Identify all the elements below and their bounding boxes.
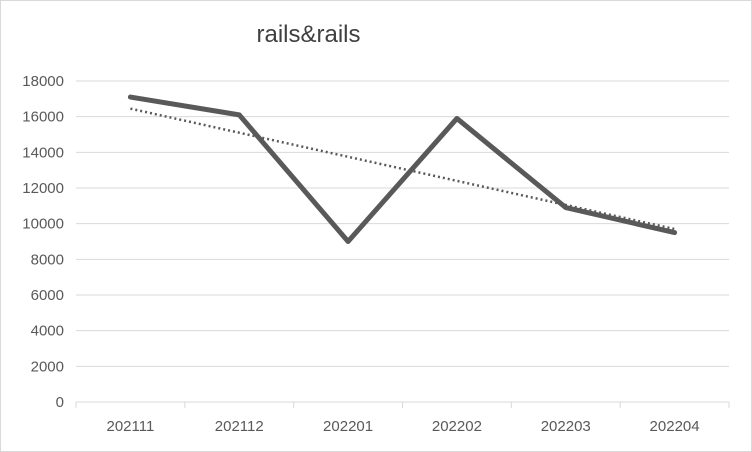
x-tick-label: 202201 xyxy=(323,418,373,435)
y-tick-label: 6000 xyxy=(31,287,64,304)
y-tick-label: 14000 xyxy=(22,144,64,161)
y-tick-label: 0 xyxy=(56,394,64,411)
y-tick-label: 2000 xyxy=(31,358,64,375)
y-tick-label: 10000 xyxy=(22,216,64,233)
x-tick-label: 202111 xyxy=(107,418,155,435)
y-tick-label: 8000 xyxy=(31,251,64,268)
trendline xyxy=(130,107,675,231)
x-tick-label: 202112 xyxy=(215,418,264,435)
y-tick-label: 16000 xyxy=(22,109,64,126)
y-tick-label: 12000 xyxy=(22,180,64,197)
y-tick-label: 18000 xyxy=(22,73,64,90)
x-tick-label: 202204 xyxy=(650,418,700,435)
x-tick-label: 202203 xyxy=(541,418,591,435)
chart-title: rails&rails xyxy=(256,21,361,48)
series-line xyxy=(127,94,678,244)
x-tick-label: 202202 xyxy=(432,418,482,435)
y-tick-label: 4000 xyxy=(31,323,64,340)
